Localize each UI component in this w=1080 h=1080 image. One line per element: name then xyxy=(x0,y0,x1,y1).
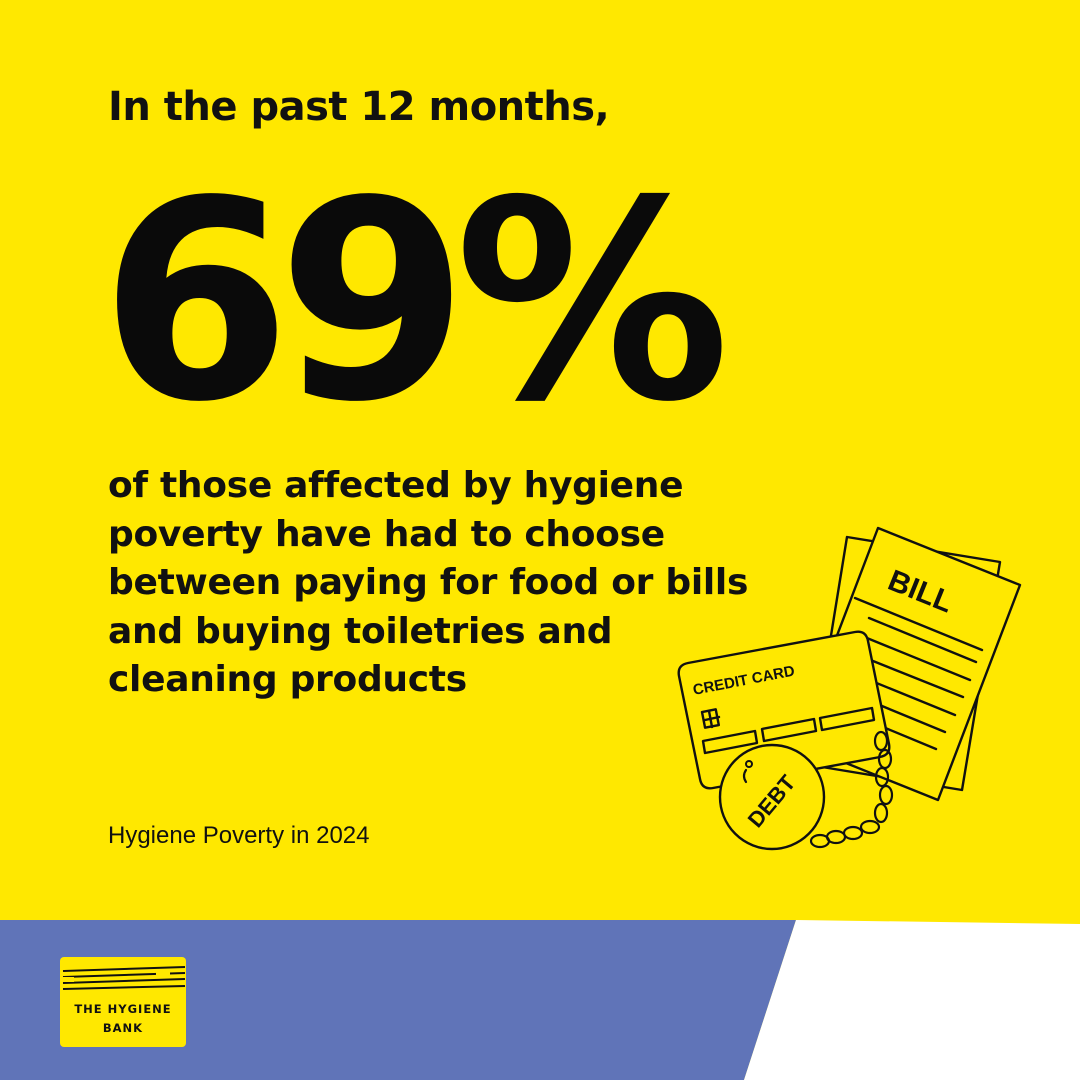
logo-stripes-icon xyxy=(60,965,186,991)
description-line: and buying toiletries and xyxy=(108,610,613,652)
description-line: poverty have had to choose xyxy=(108,513,665,555)
description-line: between paying for food or bills xyxy=(108,562,749,603)
logo-wordmark: THE HYGIENE BANK xyxy=(60,1000,186,1038)
hygiene-bank-logo: THE HYGIENE BANK xyxy=(60,957,186,1047)
source-caption: Hygiene Poverty in 2024 xyxy=(108,822,370,849)
logo-line-2: BANK xyxy=(102,1021,144,1035)
footer-purple-shape xyxy=(0,920,796,1080)
intro-text: In the past 12 months, xyxy=(108,84,610,130)
statistic-description: of those affected by hygiene poverty hav… xyxy=(108,462,768,705)
headline-statistic: 69% xyxy=(100,142,730,462)
description-line: cleaning products xyxy=(108,659,467,700)
logo-line-1: THE HYGIENE xyxy=(74,1002,172,1016)
footer-white-corner xyxy=(744,920,1080,1080)
description-line: of those affected by hygiene xyxy=(108,465,684,506)
